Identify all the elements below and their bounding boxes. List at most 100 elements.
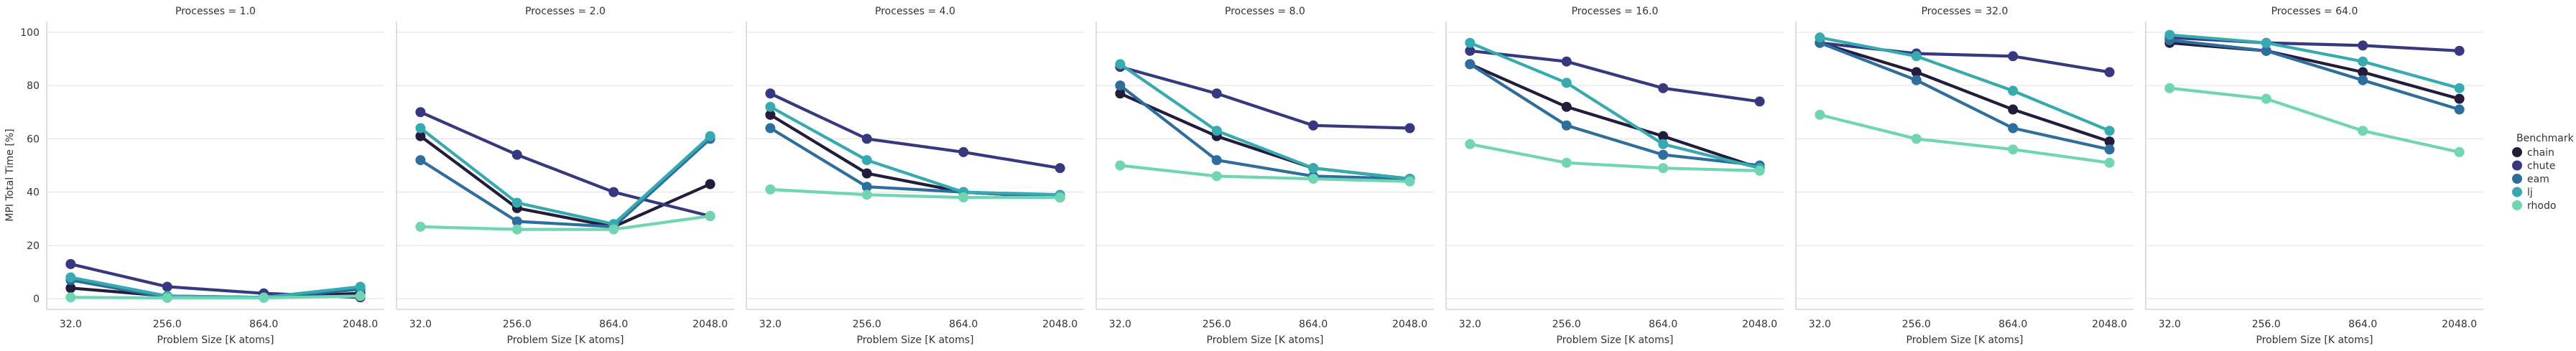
x-tick-label: 32.0 xyxy=(759,319,782,330)
data-point-rhodo xyxy=(2164,83,2175,93)
data-point-lj xyxy=(415,123,426,134)
data-point-rhodo xyxy=(1754,165,1765,176)
data-point-chute xyxy=(511,149,522,160)
data-point-eam xyxy=(1115,80,1126,91)
data-point-chute xyxy=(1404,123,1415,134)
data-point-chute xyxy=(608,187,619,197)
data-point-rhodo xyxy=(2261,93,2271,104)
x-tick-label: 2048.0 xyxy=(692,319,728,330)
x-tick-label: 2048.0 xyxy=(343,319,378,330)
data-point-chain xyxy=(1561,101,1572,112)
series-line-rhodo xyxy=(1818,113,2111,164)
data-point-lj xyxy=(511,197,522,208)
data-point-rhodo xyxy=(1815,109,1825,120)
x-axis-label: Problem Size [K atoms] xyxy=(857,334,974,346)
data-point-chute xyxy=(1211,88,1222,99)
data-point-rhodo xyxy=(355,291,366,301)
facet-panel: Processes = 16.0 32.0 256.0 864.0 2048.0 Prob… xyxy=(1445,6,1784,346)
data-point-lj xyxy=(705,131,715,141)
x-tick-label: 864.0 xyxy=(1649,319,1677,330)
data-point-rhodo xyxy=(705,211,715,222)
data-point-rhodo xyxy=(162,293,172,304)
data-point-eam xyxy=(765,123,776,134)
panel-title: Processes = 8.0 xyxy=(1225,6,1305,17)
data-point-eam xyxy=(861,182,872,192)
data-point-chute xyxy=(765,88,776,99)
data-point-lj xyxy=(2358,56,2368,67)
data-point-lj xyxy=(1465,37,1475,48)
data-point-lj xyxy=(1815,32,1825,43)
x-tick-label: 2048.0 xyxy=(2092,319,2127,330)
data-point-chute xyxy=(1308,120,1319,131)
data-point-eam xyxy=(2104,144,2115,155)
data-point-rhodo xyxy=(2104,157,2115,168)
series-line-chute xyxy=(769,92,1062,170)
series-line-eam xyxy=(1118,83,1412,181)
data-point-lj xyxy=(2164,29,2175,40)
data-point-rhodo xyxy=(608,224,619,235)
facet-panel: Processes = 64.0 32.0 256.0 864.0 2048.0 Prob… xyxy=(2145,6,2483,346)
data-point-rhodo xyxy=(1211,171,1222,182)
data-point-lj xyxy=(765,101,776,112)
y-axis-label: MPI Total Time [%] xyxy=(4,128,16,221)
series-line-eam xyxy=(2168,38,2461,111)
data-point-eam xyxy=(511,216,522,227)
data-point-lj xyxy=(355,281,366,292)
x-tick-label: 2048.0 xyxy=(2442,319,2477,330)
facet-panels: Processes = 1.0 0 20 40 60 80 100 32.0 256.0 864.… xyxy=(20,6,2483,346)
panel-title: Processes = 4.0 xyxy=(875,6,955,17)
data-point-eam xyxy=(2358,75,2368,85)
series-line-rhodo xyxy=(69,294,362,300)
data-point-chain xyxy=(705,179,715,189)
series-line-rhodo xyxy=(1118,164,1412,183)
data-point-rhodo xyxy=(765,184,776,195)
data-point-rhodo xyxy=(65,292,76,303)
data-point-lj xyxy=(2104,126,2115,136)
data-point-chute xyxy=(1754,96,1765,107)
data-point-eam xyxy=(1211,155,1222,166)
legend-title: Benchmark xyxy=(2516,133,2575,144)
data-point-rhodo xyxy=(861,189,872,200)
data-point-lj xyxy=(1115,59,1126,70)
y-tick-label: 20 xyxy=(27,240,40,252)
legend-marker-chain xyxy=(2512,147,2522,157)
data-point-chain xyxy=(1911,67,1922,78)
panel-title: Processes = 2.0 xyxy=(525,6,606,17)
series-line-eam xyxy=(419,137,712,228)
x-tick-label: 2048.0 xyxy=(1042,319,1078,330)
series-line-chute xyxy=(1468,49,1761,103)
series-line-chain xyxy=(1468,62,1761,170)
x-tick-label: 256.0 xyxy=(1203,319,1231,330)
series-line-chute xyxy=(69,262,362,299)
legend-marker-eam xyxy=(2512,174,2522,184)
data-point-rhodo xyxy=(1561,157,1572,168)
x-tick-label: 32.0 xyxy=(409,319,432,330)
facet-panel: Processes = 32.0 32.0 256.0 864.0 2048.0 Prob… xyxy=(1795,6,2133,346)
data-point-rhodo xyxy=(1115,160,1126,171)
facet-panel: Processes = 4.0 32.0 256.0 864.0 2048.0 Probl… xyxy=(746,6,1084,346)
legend-marker-chute xyxy=(2512,160,2522,171)
data-point-lj xyxy=(2008,85,2019,96)
data-point-eam xyxy=(2454,104,2465,115)
x-tick-label: 864.0 xyxy=(599,319,628,330)
x-tick-label: 256.0 xyxy=(2252,319,2281,330)
series-line-rhodo xyxy=(2168,86,2461,154)
legend-label-rhodo: rhodo xyxy=(2527,200,2556,212)
data-point-chute xyxy=(2008,51,2019,62)
data-point-lj xyxy=(861,155,872,166)
x-tick-label: 256.0 xyxy=(853,319,881,330)
series-line-rhodo xyxy=(769,187,1062,200)
x-axis-label: Problem Size [K atoms] xyxy=(1557,334,1674,346)
y-tick-label: 0 xyxy=(33,294,40,305)
data-point-lj xyxy=(1911,51,1922,62)
y-tick-label: 60 xyxy=(27,134,40,145)
data-point-chute xyxy=(958,146,969,157)
data-point-eam xyxy=(1911,75,1922,85)
data-point-chute xyxy=(1658,83,1669,93)
x-tick-label: 256.0 xyxy=(503,319,532,330)
data-point-chute xyxy=(2358,40,2368,51)
x-tick-label: 256.0 xyxy=(1902,319,1931,330)
data-point-chute xyxy=(65,258,76,269)
